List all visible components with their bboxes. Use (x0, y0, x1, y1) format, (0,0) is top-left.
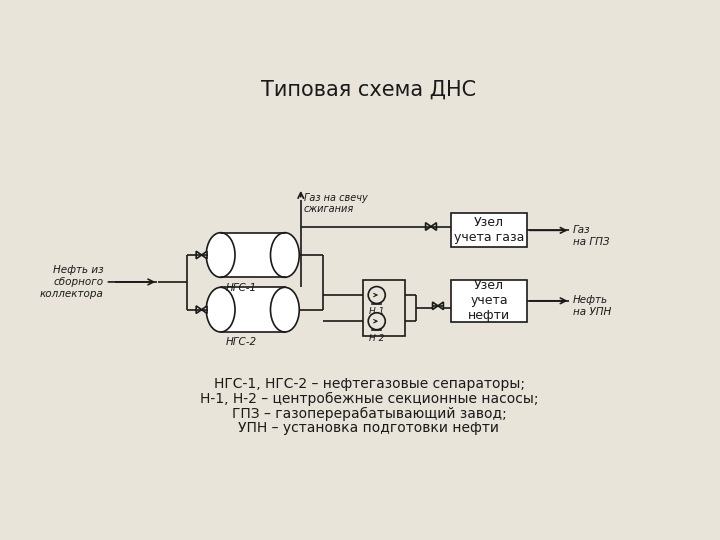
Ellipse shape (206, 233, 235, 278)
Text: Узел
учета газа: Узел учета газа (454, 217, 524, 244)
Polygon shape (196, 306, 202, 313)
Bar (451, 280, 527, 322)
Ellipse shape (206, 287, 235, 332)
Bar (451, 213, 527, 247)
Polygon shape (438, 302, 444, 309)
Circle shape (368, 313, 385, 330)
Polygon shape (202, 251, 207, 259)
Text: Типовая схема ДНС: Типовая схема ДНС (261, 79, 477, 99)
Circle shape (368, 287, 385, 303)
Bar (220, 287, 285, 332)
Ellipse shape (271, 233, 300, 278)
Bar (220, 233, 285, 278)
Text: Н-1, Н-2 – центробежные секционные насосы;: Н-1, Н-2 – центробежные секционные насос… (199, 392, 539, 406)
Text: Нефть
на УПН: Нефть на УПН (573, 295, 611, 316)
Text: НГС-1: НГС-1 (225, 283, 257, 293)
Polygon shape (426, 222, 431, 230)
Text: ГПЗ – газоперерабатывающий завод;: ГПЗ – газоперерабатывающий завод; (232, 407, 506, 421)
Polygon shape (202, 306, 207, 313)
Polygon shape (431, 222, 436, 230)
Text: Н 2: Н 2 (369, 334, 384, 342)
Polygon shape (196, 251, 202, 259)
Ellipse shape (271, 287, 300, 332)
Text: НГС-2: НГС-2 (225, 338, 257, 347)
Text: Узел
учета
нефти: Узел учета нефти (468, 279, 510, 322)
Polygon shape (433, 302, 438, 309)
Text: Газ
на ГПЗ: Газ на ГПЗ (573, 225, 609, 247)
Text: Газ на свечу
сжигания: Газ на свечу сжигания (304, 193, 368, 214)
Text: Нефть из
сборного
коллектора: Нефть из сборного коллектора (40, 265, 104, 299)
Text: НГС-1, НГС-2 – нефтегазовые сепараторы;: НГС-1, НГС-2 – нефтегазовые сепараторы; (214, 377, 524, 392)
Text: Н 1: Н 1 (369, 307, 384, 316)
Bar (363, 280, 405, 336)
Text: УПН – установка подготовки нефти: УПН – установка подготовки нефти (238, 421, 500, 435)
